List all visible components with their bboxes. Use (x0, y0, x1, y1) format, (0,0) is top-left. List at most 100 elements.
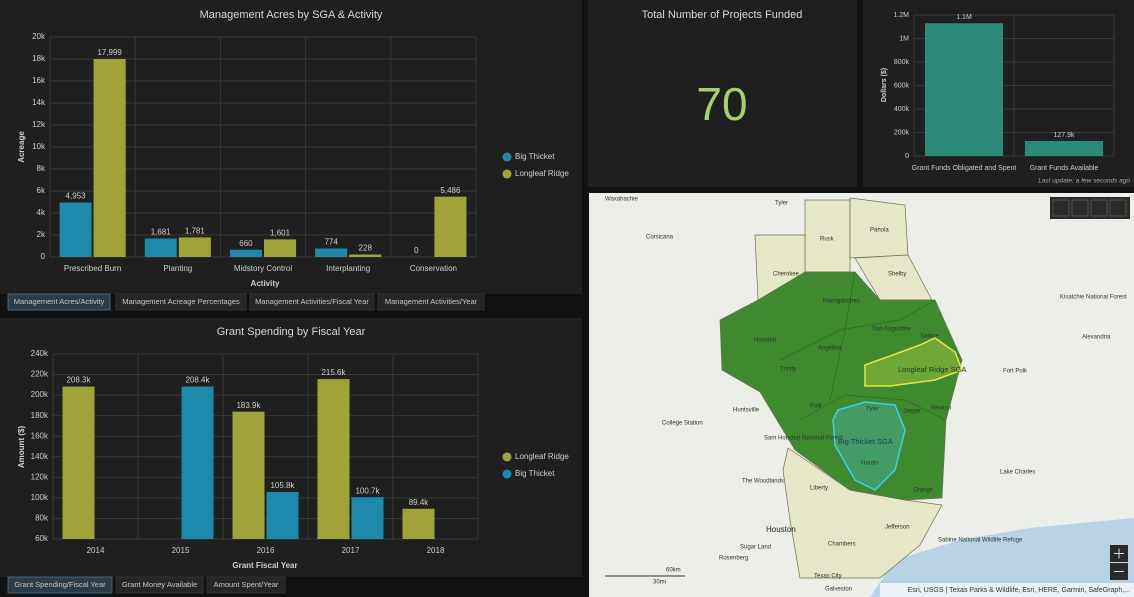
y-axis-label: Dollars ($) (881, 68, 888, 102)
x-tick-label: Midstory Control (234, 264, 292, 273)
map-label: College Station (662, 421, 703, 427)
legend-swatch (502, 469, 512, 479)
county-border (779, 299, 936, 361)
value-label: 89.4k (409, 498, 430, 507)
y-axis-label: Acreage (17, 131, 26, 163)
value-label: 17,999 (97, 48, 122, 57)
legend-label: Big Thicket (515, 469, 555, 478)
value-label: 774 (324, 238, 338, 247)
indicator-value: 70 (696, 78, 747, 130)
y-tick-label: 0 (905, 153, 909, 160)
map-label: The Woodlands (742, 479, 784, 485)
y-axis-label: Amount ($) (17, 426, 26, 469)
tab-bg (249, 293, 375, 311)
map-label: Orange (913, 488, 934, 494)
big-thicket-sga (832, 401, 906, 491)
bar (351, 497, 384, 539)
y-tick-label: 160k (31, 431, 49, 440)
tab[interactable]: Management Acreage Percentages (115, 293, 247, 311)
map-label: Panola (870, 228, 889, 234)
y-tick-label: 180k (31, 411, 49, 420)
map-label: Houston (754, 338, 776, 344)
scale-label: 60km (666, 568, 681, 574)
tab[interactable]: Amount Spent/Year (206, 576, 286, 594)
map-label: Tyler (866, 407, 879, 413)
value-label: 215.6k (321, 368, 346, 377)
tab[interactable]: Grant Money Available (115, 576, 204, 594)
value-label: 4,953 (66, 192, 87, 201)
map-label: Texas City (814, 574, 842, 580)
x-tick-label: Conservation (410, 264, 457, 273)
tab[interactable]: Management Activities/Year (377, 293, 485, 311)
map-label: Trinity (780, 367, 796, 373)
home-button[interactable] (1052, 199, 1070, 217)
map-label: Liberty (810, 486, 828, 492)
y-tick-label: 4k (37, 208, 46, 217)
value-label: 208.4k (185, 376, 210, 385)
map-label: Shelby (888, 272, 906, 278)
map-label: Lake Charles (1000, 470, 1035, 476)
zoom-in-icon (1114, 548, 1124, 559)
map-label: Rosenberg (719, 556, 748, 562)
legend-swatch (502, 169, 512, 179)
chart-title: Grant Spending by Fiscal Year (217, 326, 366, 338)
layers-button[interactable] (1090, 199, 1108, 217)
value-label: 105.8k (270, 481, 295, 490)
map-label: Alexandria (1082, 335, 1111, 341)
legend-button[interactable] (1071, 199, 1089, 217)
x-tick-label: Planting (163, 264, 192, 273)
y-tick-label: 60k (35, 534, 49, 543)
tab[interactable]: Management Activities/Fiscal Year (249, 293, 375, 311)
value-label: 208.3k (66, 376, 91, 385)
x-axis-label: Activity (251, 279, 280, 288)
scale-label: 30mi (653, 580, 666, 586)
map-label: Huntsville (733, 408, 760, 414)
bar (144, 238, 177, 257)
bar (315, 248, 348, 257)
map: Waxahachie Tyler Corsicana Rusk Panola C… (589, 193, 1134, 597)
tab[interactable]: Grant Spending/Fiscal Year (7, 576, 113, 594)
y-tick-label: 10k (32, 142, 46, 151)
y-tick-label: 0 (41, 252, 46, 261)
bar (229, 249, 262, 257)
x-tick-label: 2015 (172, 546, 190, 555)
x-tick-label: 2016 (257, 546, 275, 555)
y-tick-label: 240k (31, 349, 49, 358)
tab-bg (7, 293, 111, 311)
bar (402, 508, 435, 539)
y-tick-label: 14k (32, 98, 46, 107)
x-tick-label: 2017 (342, 546, 360, 555)
gulf (870, 518, 1134, 597)
bar (181, 386, 214, 539)
y-tick-label: 1M (899, 35, 909, 42)
y-tick-label: 400k (894, 106, 910, 113)
bar (925, 23, 1003, 156)
y-tick-label: 120k (31, 472, 49, 481)
bar (62, 386, 95, 539)
tab-label: Management Activities/Fiscal Year (255, 297, 369, 306)
y-tick-label: 100k (31, 493, 49, 502)
map-label: Jefferson (885, 525, 910, 531)
y-tick-label: 200k (31, 390, 49, 399)
sga-label: Big Thicket SGA (838, 437, 893, 446)
tab[interactable]: Management Acres/Activity (7, 293, 111, 311)
tab-bg (377, 293, 485, 311)
bar (317, 379, 350, 539)
value-label: 5,486 (440, 186, 461, 195)
x-tick-label: Grant Funds Available (1030, 165, 1099, 172)
map-label: Nacogdoches (823, 299, 860, 305)
map-label: Polk (810, 404, 823, 410)
basemap-button[interactable] (1109, 199, 1127, 217)
value-label: 183.9k (236, 401, 261, 410)
map-label: Waxahachie (605, 197, 638, 203)
map-label: Galveston (825, 587, 852, 593)
value-label: 127.9k (1053, 132, 1075, 139)
y-tick-label: 6k (37, 186, 46, 195)
panel (588, 0, 857, 187)
value-label: 1,681 (151, 228, 172, 237)
legend-swatch (502, 152, 512, 162)
map-label: Newton (931, 406, 951, 412)
county-border (799, 394, 947, 421)
bar (264, 239, 297, 257)
legend-label: Longleaf Ridge (515, 169, 569, 178)
